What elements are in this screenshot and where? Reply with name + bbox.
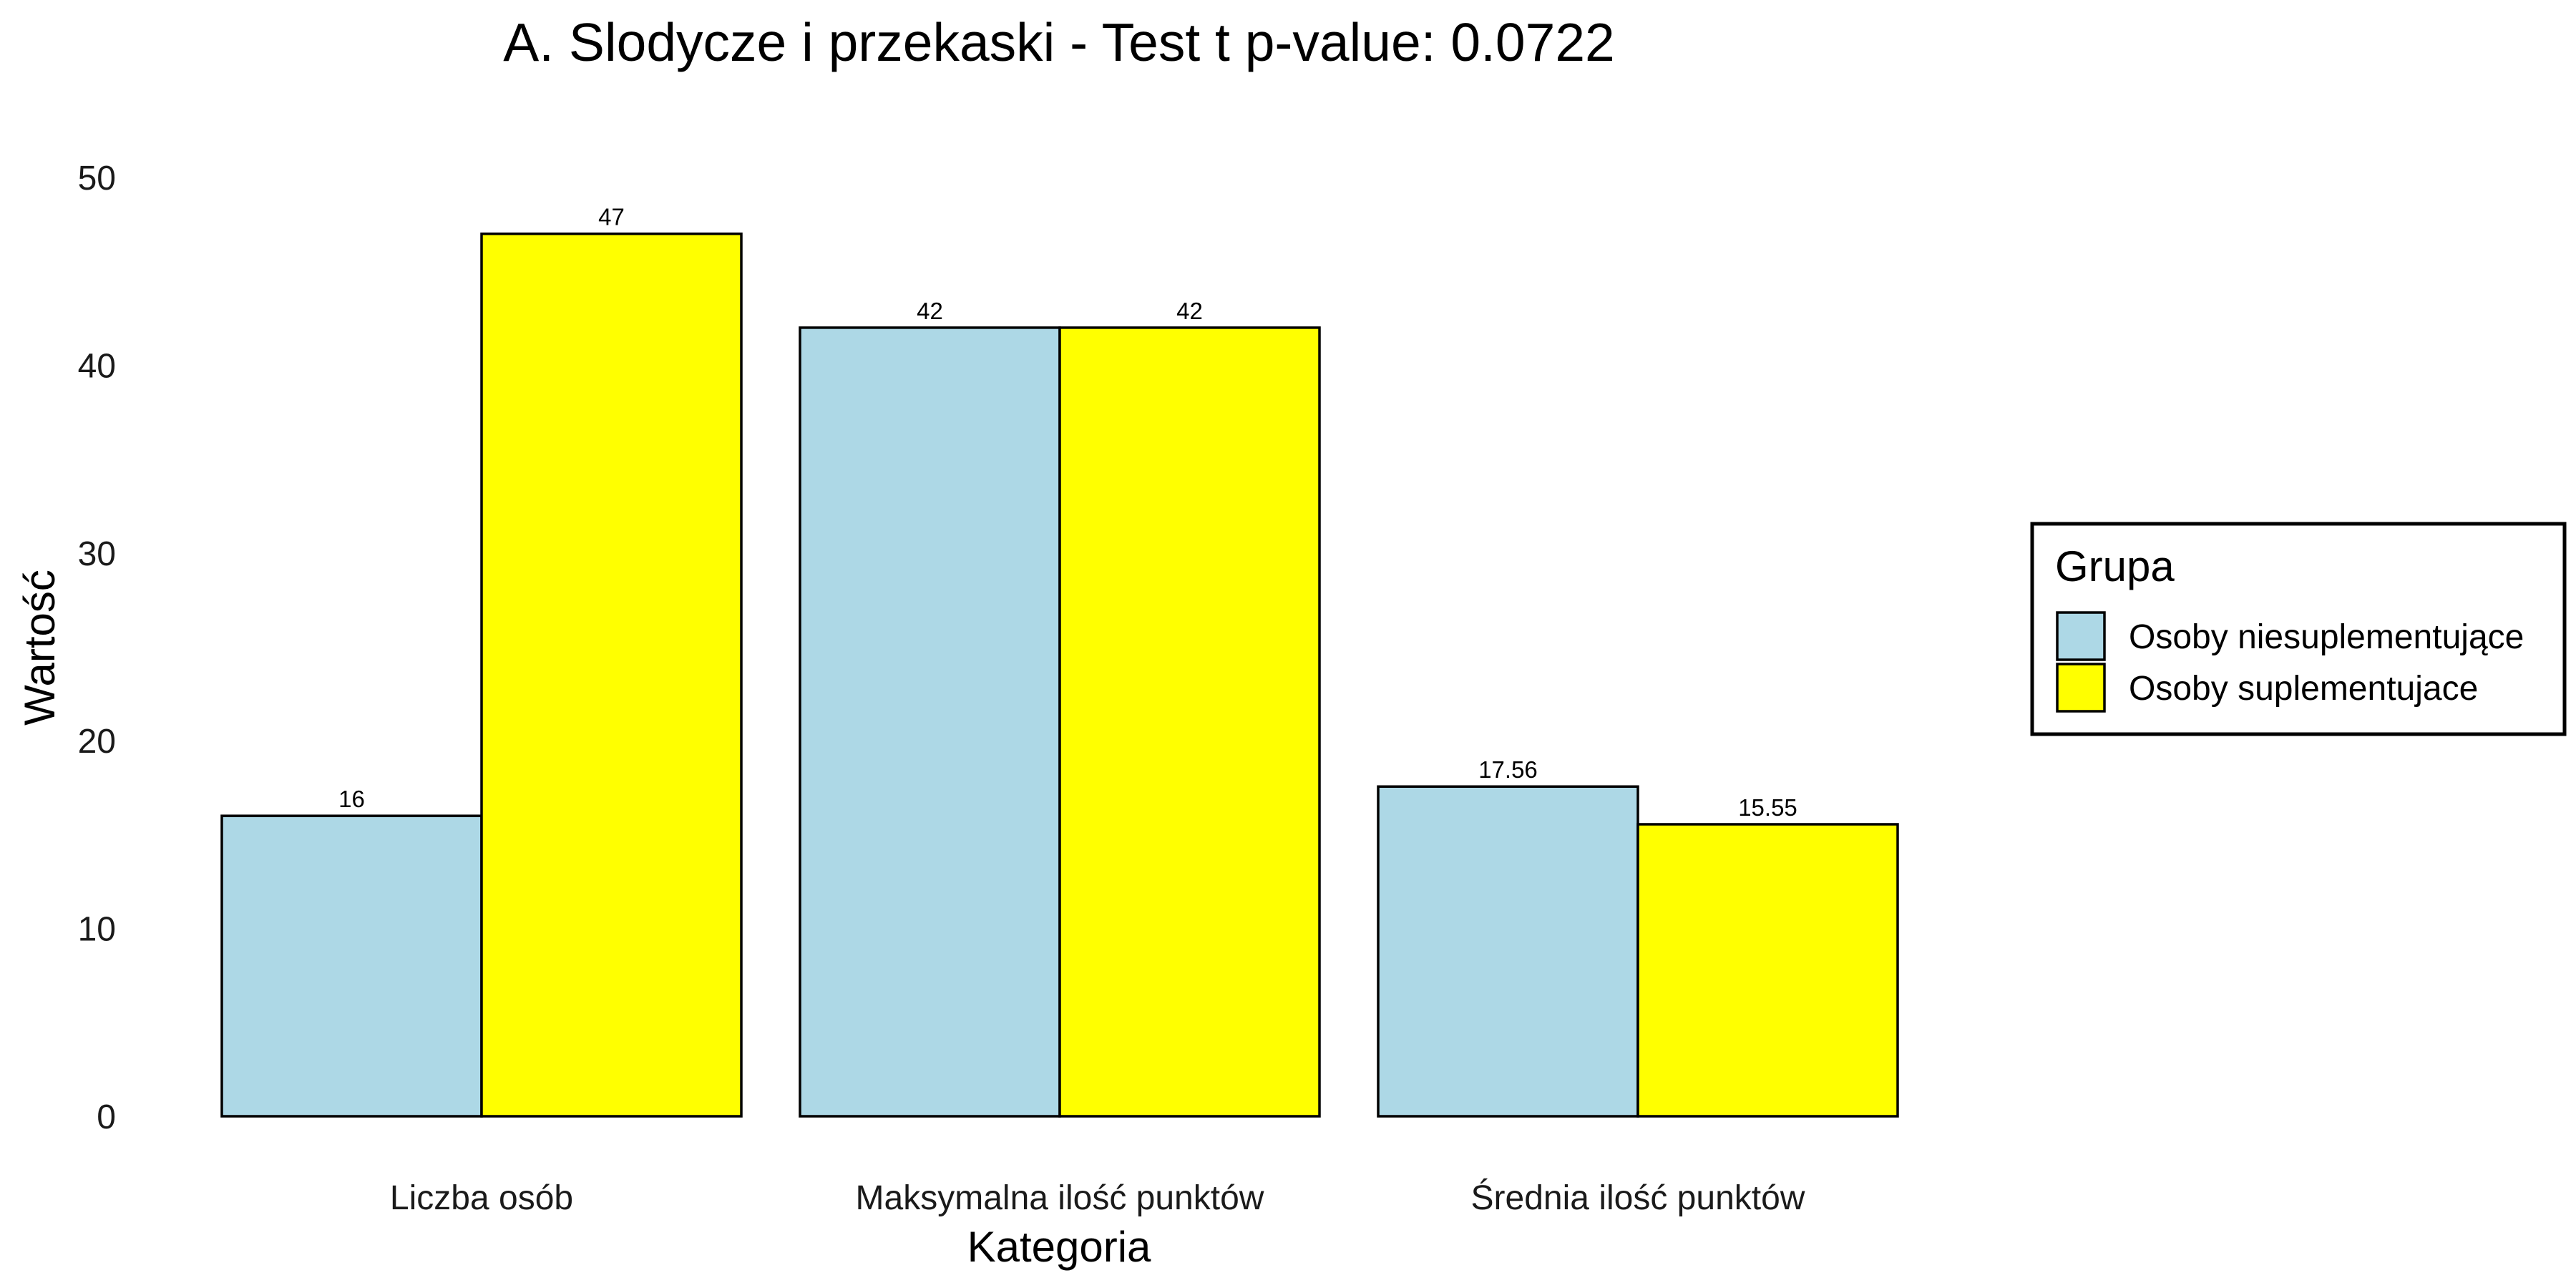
x-tick-label: Maksymalna ilość punktów — [856, 1179, 1264, 1217]
x-axis-ticks: Liczba osób Maksymalna ilość punktów Średn… — [390, 1178, 1805, 1217]
bar — [480, 232, 743, 1118]
bar-value-label: 17.56 — [1478, 756, 1538, 783]
bar-value-label: 47 — [598, 204, 625, 230]
x-axis-title: Kategoria — [967, 1223, 1151, 1271]
legend-swatch — [2056, 663, 2106, 713]
bar-value-label: 42 — [1176, 298, 1203, 324]
y-tick-label: 20 — [78, 723, 116, 761]
y-tick-label: 50 — [78, 160, 116, 197]
legend-swatch — [2056, 611, 2106, 661]
x-tick-label: Liczba osób — [390, 1179, 573, 1217]
bar-value-label: 42 — [917, 298, 943, 324]
chart-title: A. Slodycze i przekaski - Test t p-value… — [503, 12, 1615, 72]
legend-items: Osoby niesuplementujące Osoby suplementuj… — [2056, 611, 2524, 713]
legend-title: Grupa — [2055, 542, 2175, 590]
legend: Grupa Osoby niesuplementujące Osoby suple… — [2030, 522, 2567, 736]
bar — [1636, 823, 1899, 1118]
bar-value-label: 15.55 — [1738, 794, 1797, 821]
legend-label: Osoby niesuplementujące — [2129, 618, 2524, 656]
bar — [1377, 785, 1639, 1118]
x-tick-label: Średnia ilość punktów — [1471, 1178, 1805, 1217]
y-axis-ticks: 0 10 20 30 40 50 — [78, 160, 116, 1136]
bar — [799, 326, 1061, 1118]
legend-box — [2030, 522, 2567, 736]
bar — [1058, 326, 1321, 1118]
y-tick-label: 0 — [97, 1098, 116, 1136]
bar — [220, 814, 483, 1118]
bars-group — [220, 232, 1899, 1118]
legend-label: Osoby suplementujace — [2129, 670, 2478, 708]
bar-labels-group: 16 47 42 42 17.56 15.55 — [338, 204, 1797, 821]
y-tick-label: 10 — [78, 911, 116, 949]
bar-value-label: 16 — [338, 786, 365, 812]
y-tick-label: 30 — [78, 535, 116, 573]
y-tick-label: 40 — [78, 347, 116, 385]
y-axis-title: Wartość — [16, 570, 64, 726]
